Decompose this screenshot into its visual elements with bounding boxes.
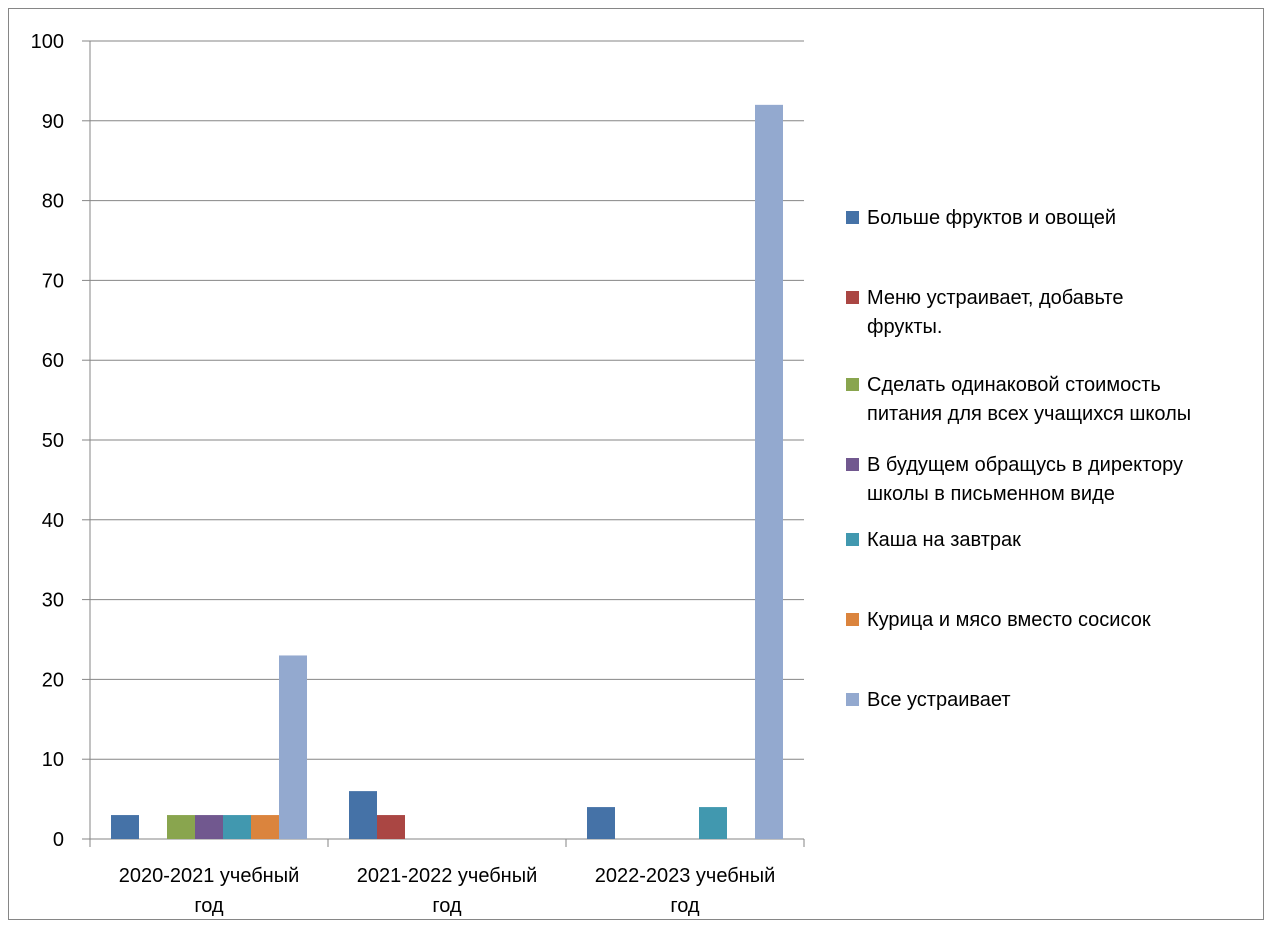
bar: [349, 791, 377, 839]
x-tick-label: год: [194, 895, 224, 917]
bar: [755, 104, 783, 840]
x-tick-label: 2021-2022 учебный: [357, 865, 538, 887]
legend-swatch: [846, 291, 859, 304]
y-tick-label: 50: [42, 430, 64, 452]
legend-swatch: [846, 378, 859, 391]
y-tick-label: 90: [42, 111, 64, 133]
legend-label: фрукты.: [867, 316, 942, 338]
legend-swatch: [846, 211, 859, 224]
legend-swatch: [846, 613, 859, 626]
y-tick-label: 10: [42, 749, 64, 771]
legend-label: Меню устраивает, добавьте: [867, 287, 1123, 309]
y-tick-label: 100: [31, 31, 64, 53]
x-tick-label: год: [432, 895, 462, 917]
y-tick-label: 20: [42, 669, 64, 691]
bar: [587, 807, 615, 839]
legend-label: Больше фруктов и овощей: [867, 207, 1116, 229]
legend-label: Каша на завтрак: [867, 529, 1021, 551]
x-tick-label: 2020-2021 учебный: [119, 865, 300, 887]
legend-swatch: [846, 693, 859, 706]
bar: [167, 815, 195, 839]
bar: [223, 815, 251, 839]
legend-label: Сделать одинаковой стоимость: [867, 374, 1161, 396]
legend-label: питания для всех учащихся школы: [867, 403, 1191, 425]
bar: [111, 815, 139, 839]
y-tick-label: 0: [53, 829, 64, 851]
bar: [251, 815, 279, 839]
bar: [195, 815, 223, 839]
y-tick-label: 60: [42, 350, 64, 372]
y-tick-label: 70: [42, 270, 64, 292]
bar: [279, 655, 307, 839]
legend-label: Все устраивает: [867, 689, 1011, 711]
x-tick-label: год: [670, 895, 700, 917]
legend-label: школы в письменном виде: [867, 483, 1115, 505]
legend-swatch: [846, 458, 859, 471]
y-tick-label: 80: [42, 191, 64, 213]
legend-swatch: [846, 533, 859, 546]
bar: [377, 815, 405, 839]
bar: [699, 807, 727, 839]
y-tick-label: 30: [42, 590, 64, 612]
legend-label: В будущем обращусь в директору: [867, 454, 1183, 476]
y-tick-label: 40: [42, 510, 64, 532]
legend-label: Курица и мясо вместо сосисок: [867, 609, 1151, 631]
chart-frame: [8, 8, 1264, 920]
x-tick-label: 2022-2023 учебный: [595, 865, 776, 887]
